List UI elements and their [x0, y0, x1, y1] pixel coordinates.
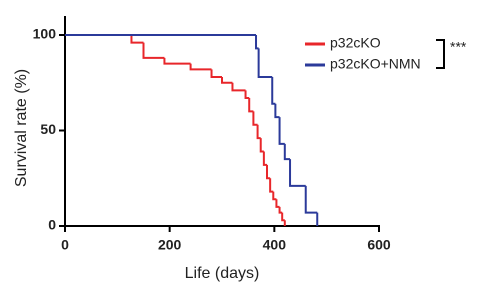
- survival-step: [274, 103, 280, 119]
- survival-step: [271, 77, 276, 105]
- x-axis-label: Life (days): [185, 265, 260, 282]
- survival-step: [252, 111, 258, 126]
- x-tick-label: 400: [263, 237, 287, 253]
- survival-step: [275, 199, 280, 208]
- survival-step: [283, 143, 291, 161]
- survival-step: [255, 35, 259, 50]
- y-axis-label: Survival rate (%): [13, 69, 30, 187]
- y-tick-label: 100: [33, 26, 57, 42]
- significance-bracket: [436, 39, 445, 69]
- significance-label: ***: [450, 39, 467, 55]
- survival-step: [278, 206, 283, 214]
- x-tick-label: 0: [61, 237, 69, 253]
- survival-step: [278, 117, 285, 145]
- survival-step: [189, 63, 212, 71]
- survival-step: [163, 57, 191, 65]
- survival-step: [142, 42, 165, 59]
- survival-step: [244, 90, 250, 100]
- legend-label: p32cKO: [330, 35, 381, 51]
- survival-step: [272, 191, 277, 201]
- legend-label: p32cKO+NMN: [330, 56, 421, 72]
- survival-step: [262, 151, 268, 166]
- x-tick-label: 600: [367, 237, 391, 253]
- y-tick-label: 0: [48, 217, 56, 233]
- survival-step: [221, 77, 233, 84]
- survival-step: [248, 98, 254, 113]
- survival-step: [257, 48, 273, 79]
- survival-step: [281, 212, 285, 222]
- survival-step: [130, 35, 144, 44]
- survival-step: [231, 82, 246, 92]
- survival-step: [289, 159, 306, 187]
- survival-step: [256, 124, 261, 140]
- x-tick-label: 200: [158, 237, 182, 253]
- survival-step: [266, 164, 271, 180]
- survival-step: [304, 185, 318, 214]
- y-tick-label: 50: [40, 121, 56, 137]
- survival-step: [210, 69, 222, 79]
- survival-step: [259, 138, 264, 153]
- survival-step: [269, 178, 274, 193]
